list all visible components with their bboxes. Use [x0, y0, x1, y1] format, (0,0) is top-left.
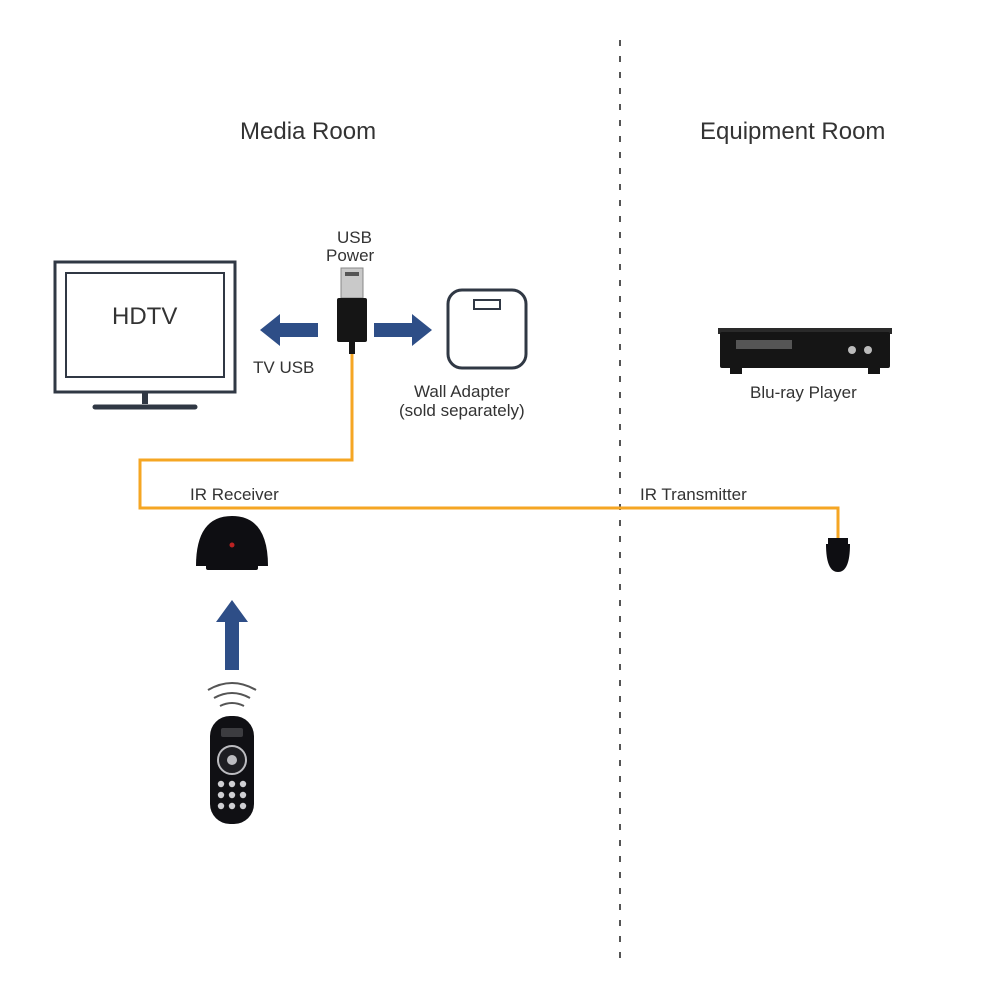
signal-cable [140, 350, 838, 540]
bluray-label: Blu-ray Player [750, 383, 857, 403]
ir-receiver-label: IR Receiver [190, 485, 279, 505]
equipment-room-title: Equipment Room [700, 118, 885, 146]
arrow-up-icon [216, 600, 248, 670]
hdtv-icon [55, 262, 235, 407]
hdtv-label: HDTV [112, 303, 177, 331]
wall-adapter-icon [448, 290, 526, 368]
tv-usb-label: TV USB [253, 358, 314, 378]
media-room-title: Media Room [240, 118, 376, 146]
remote-control-icon [208, 683, 256, 824]
ir-transmitter-icon [826, 538, 850, 572]
wall-adapter-label-1: Wall Adapter [414, 382, 510, 402]
ir-receiver-icon [196, 516, 268, 570]
arrow-left-icon [260, 314, 318, 346]
bluray-player-icon [718, 328, 892, 374]
arrow-right-icon [374, 314, 432, 346]
connection-diagram [0, 0, 1000, 1000]
usb-connector-icon [337, 268, 367, 354]
usb-power-label-2: Power [326, 246, 374, 266]
ir-transmitter-label: IR Transmitter [640, 485, 747, 505]
usb-power-label-1: USB [337, 228, 372, 248]
wall-adapter-label-2: (sold separately) [399, 401, 525, 421]
